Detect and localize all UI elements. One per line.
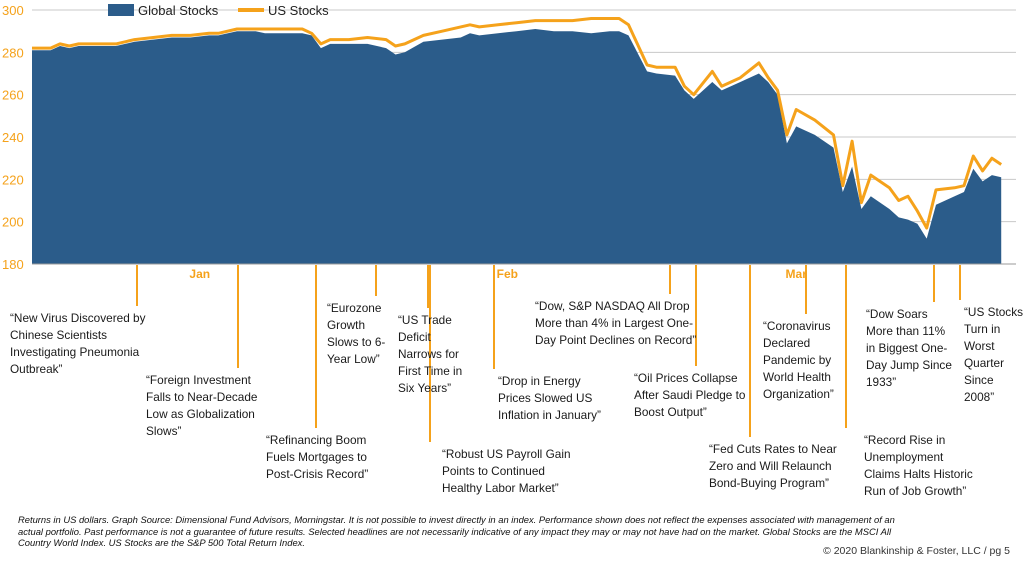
- headline-line: Low as Globalization: [146, 407, 255, 421]
- headline-line: Declared: [763, 336, 811, 350]
- headline-9: “Oil Prices Collapse After Saudi Pledge t…: [634, 370, 746, 421]
- headline-line: Boost Output”: [634, 405, 707, 419]
- month-label-feb: Feb: [497, 267, 518, 281]
- headline-2: “Foreign Investment Falls to Near-Decade L…: [146, 372, 257, 440]
- headline-7: “Drop in Energy Prices Slowed US Inflation…: [498, 373, 601, 424]
- headline-line: 2008”: [964, 390, 995, 404]
- headline-line: Six Years”: [398, 381, 452, 395]
- headline-line: Pandemic by: [763, 353, 832, 367]
- legend-label-us: US Stocks: [268, 3, 329, 18]
- headline-line: Year Low”: [327, 352, 380, 366]
- headline-line: Investigating Pneumonia: [10, 345, 140, 359]
- headline-11: “Coronavirus Declared Pandemic by World Hea…: [763, 318, 834, 403]
- headline-line: Turn in: [964, 322, 1001, 336]
- headline-6: “Robust US Payroll Gain Points to Continu…: [442, 446, 571, 497]
- headline-line: Inflation in January”: [498, 408, 601, 422]
- headline-line: Fuels Mortgages to: [266, 450, 367, 464]
- headline-line: 1933”: [866, 375, 897, 389]
- headline-line: Falls to Near-Decade: [146, 390, 258, 404]
- headline-line: After Saudi Pledge to: [634, 388, 746, 402]
- headline-line: “Coronavirus: [763, 319, 831, 333]
- headline-line: Slows to 6-: [327, 335, 386, 349]
- y-tick-label: 280: [2, 45, 24, 60]
- headline-13: “Record Rise in Unemployment Claims Halts …: [864, 432, 973, 500]
- headline-line: “Drop in Energy: [498, 374, 581, 388]
- series-us-stocks-line: [32, 17, 1003, 230]
- headline-8: “Dow, S&P NASDAQ All Drop More than 4% in…: [535, 298, 696, 349]
- headline-line: Slows”: [146, 424, 182, 438]
- headline-line: “Robust US Payroll Gain: [442, 447, 571, 461]
- headline-line: “US Trade: [398, 313, 452, 327]
- headline-line: Deficit: [398, 330, 431, 344]
- headline-3: “Refinancing Boom Fuels Mortgages to Post-…: [266, 432, 368, 483]
- headline-line: “Dow Soars: [866, 307, 928, 321]
- annotation-leaders: [136, 265, 961, 442]
- y-tick-label: 260: [2, 88, 24, 103]
- headline-line: First Time in: [398, 364, 463, 378]
- legend-swatch-global: [108, 4, 134, 16]
- y-tick-label: 180: [2, 257, 24, 272]
- headline-line: More than 4% in Largest One-: [535, 316, 694, 330]
- series-layer: [32, 17, 1016, 265]
- headline-line: Growth: [327, 318, 366, 332]
- headline-line: Run of Job Growth”: [864, 484, 967, 498]
- headline-line: Claims Halts Historic: [864, 467, 973, 481]
- headline-line: “Record Rise in: [864, 433, 946, 447]
- month-label-mar: Mar: [786, 267, 808, 281]
- headline-line: in Biggest One-: [866, 341, 948, 355]
- headline-line: Narrows for: [398, 347, 459, 361]
- headline-12: “Dow Soars More than 11% in Biggest One- Da…: [866, 306, 952, 391]
- headline-line: Organization”: [763, 387, 834, 401]
- headline-line: Unemployment: [864, 450, 944, 464]
- y-tick-label: 220: [2, 172, 24, 187]
- headline-line: More than 11%: [866, 324, 946, 338]
- headline-line: Day Jump Since: [866, 358, 952, 372]
- headline-line: Healthy Labor Market”: [442, 481, 559, 495]
- headline-1: “New Virus Discovered by Chinese Scientis…: [10, 310, 146, 378]
- headline-line: Chinese Scientists: [10, 328, 108, 342]
- headline-line: Prices Slowed US: [498, 391, 593, 405]
- headline-line: Since: [964, 373, 994, 387]
- copyright: © 2020 Blankinship & Foster, LLC / pg 5: [823, 545, 1010, 557]
- month-label-jan: Jan: [189, 267, 210, 281]
- headline-10: “Fed Cuts Rates to Near Zero and Will Rel…: [709, 441, 837, 492]
- headline-line: World Health: [763, 370, 831, 384]
- y-tick-label: 200: [2, 215, 24, 230]
- month-labels: Jan Feb Mar: [189, 267, 807, 281]
- headline-line: Quarter: [964, 356, 1004, 370]
- headline-line: Post-Crisis Record”: [266, 467, 369, 481]
- headline-14: “US Stocks Turn in Worst Quarter Since 2008”: [964, 304, 1023, 406]
- headline-line: Bond-Buying Program”: [709, 476, 829, 490]
- headline-line: Points to Continued: [442, 464, 545, 478]
- y-tick-label: 240: [2, 130, 24, 145]
- headline-4: “Eurozone Growth Slows to 6- Year Low”: [327, 300, 385, 368]
- y-axis-ticks: 180 200 220 240 260 280 300: [2, 3, 24, 272]
- headline-line: “Dow, S&P NASDAQ All Drop: [535, 299, 690, 313]
- headline-5: “US Trade Deficit Narrows for First Time in…: [398, 312, 462, 397]
- legend-label-global: Global Stocks: [138, 3, 219, 18]
- headline-line: Zero and Will Relaunch: [709, 459, 832, 473]
- headline-line: “US Stocks: [964, 305, 1023, 319]
- headline-line: “Fed Cuts Rates to Near: [709, 442, 837, 456]
- footnote: Returns in US dollars. Graph Source: Dim…: [18, 514, 895, 549]
- headline-line: “Refinancing Boom: [266, 433, 367, 447]
- headline-line: Outbreak”: [10, 362, 63, 376]
- headline-line: “New Virus Discovered by: [10, 311, 146, 325]
- headline-line: “Oil Prices Collapse: [634, 371, 738, 385]
- headline-line: “Eurozone: [327, 301, 382, 315]
- headline-line: Day Point Declines on Record”: [535, 333, 697, 347]
- series-global-stocks-area: [32, 29, 1002, 264]
- headline-line: Worst: [964, 339, 995, 353]
- y-tick-label: 300: [2, 3, 24, 18]
- headline-line: “Foreign Investment: [146, 373, 251, 387]
- legend: Global Stocks US Stocks: [108, 3, 329, 18]
